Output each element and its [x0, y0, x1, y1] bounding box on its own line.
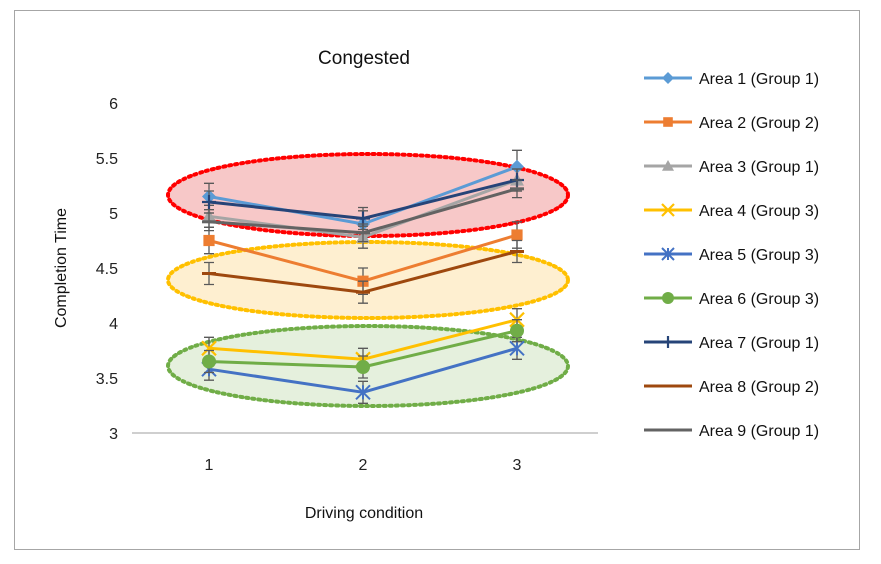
y-tick-label: 3.5 [96, 371, 118, 388]
data-point [510, 323, 524, 338]
data-point [356, 360, 370, 374]
data-point [662, 336, 674, 348]
legend-label: Area 3 (Group 1) [699, 159, 819, 176]
data-point [201, 340, 217, 357]
data-point [661, 247, 675, 261]
legend-label: Area 4 (Group 3) [699, 203, 819, 220]
data-point [662, 160, 674, 171]
legend-label: Area 8 (Group 2) [699, 379, 819, 396]
x-axis-label: Driving condition [305, 505, 423, 522]
y-tick-label: 4 [109, 316, 118, 333]
legend-label: Area 2 (Group 2) [699, 115, 819, 132]
x-tick-label: 2 [359, 457, 368, 474]
data-point [662, 292, 674, 304]
y-tick-label: 5 [109, 206, 118, 223]
legend-label: Area 6 (Group 3) [699, 291, 819, 308]
data-point [510, 159, 524, 174]
data-point [511, 229, 523, 241]
data-point [202, 195, 216, 209]
data-point [663, 117, 673, 127]
y-tick-label: 6 [109, 96, 118, 113]
legend-label: Area 5 (Group 3) [699, 247, 819, 264]
y-tick-label: 5.5 [96, 151, 118, 168]
y-tick-label: 3 [109, 426, 118, 443]
legend-label: Area 7 (Group 1) [699, 335, 819, 352]
x-tick-label: 3 [513, 457, 522, 474]
data-point [202, 354, 216, 369]
data-point [662, 72, 674, 84]
chart-title: Congested [318, 48, 410, 69]
y-axis-label: Completion Time [53, 208, 70, 328]
data-point [509, 340, 525, 357]
data-point [356, 211, 370, 226]
legend-label: Area 9 (Group 1) [699, 423, 819, 440]
data-point [203, 234, 215, 247]
x-tick-label: 1 [205, 457, 214, 474]
y-tick-label: 4.5 [96, 261, 118, 278]
data-point [661, 203, 675, 217]
data-point [355, 384, 371, 401]
legend-label: Area 1 (Group 1) [699, 71, 819, 88]
